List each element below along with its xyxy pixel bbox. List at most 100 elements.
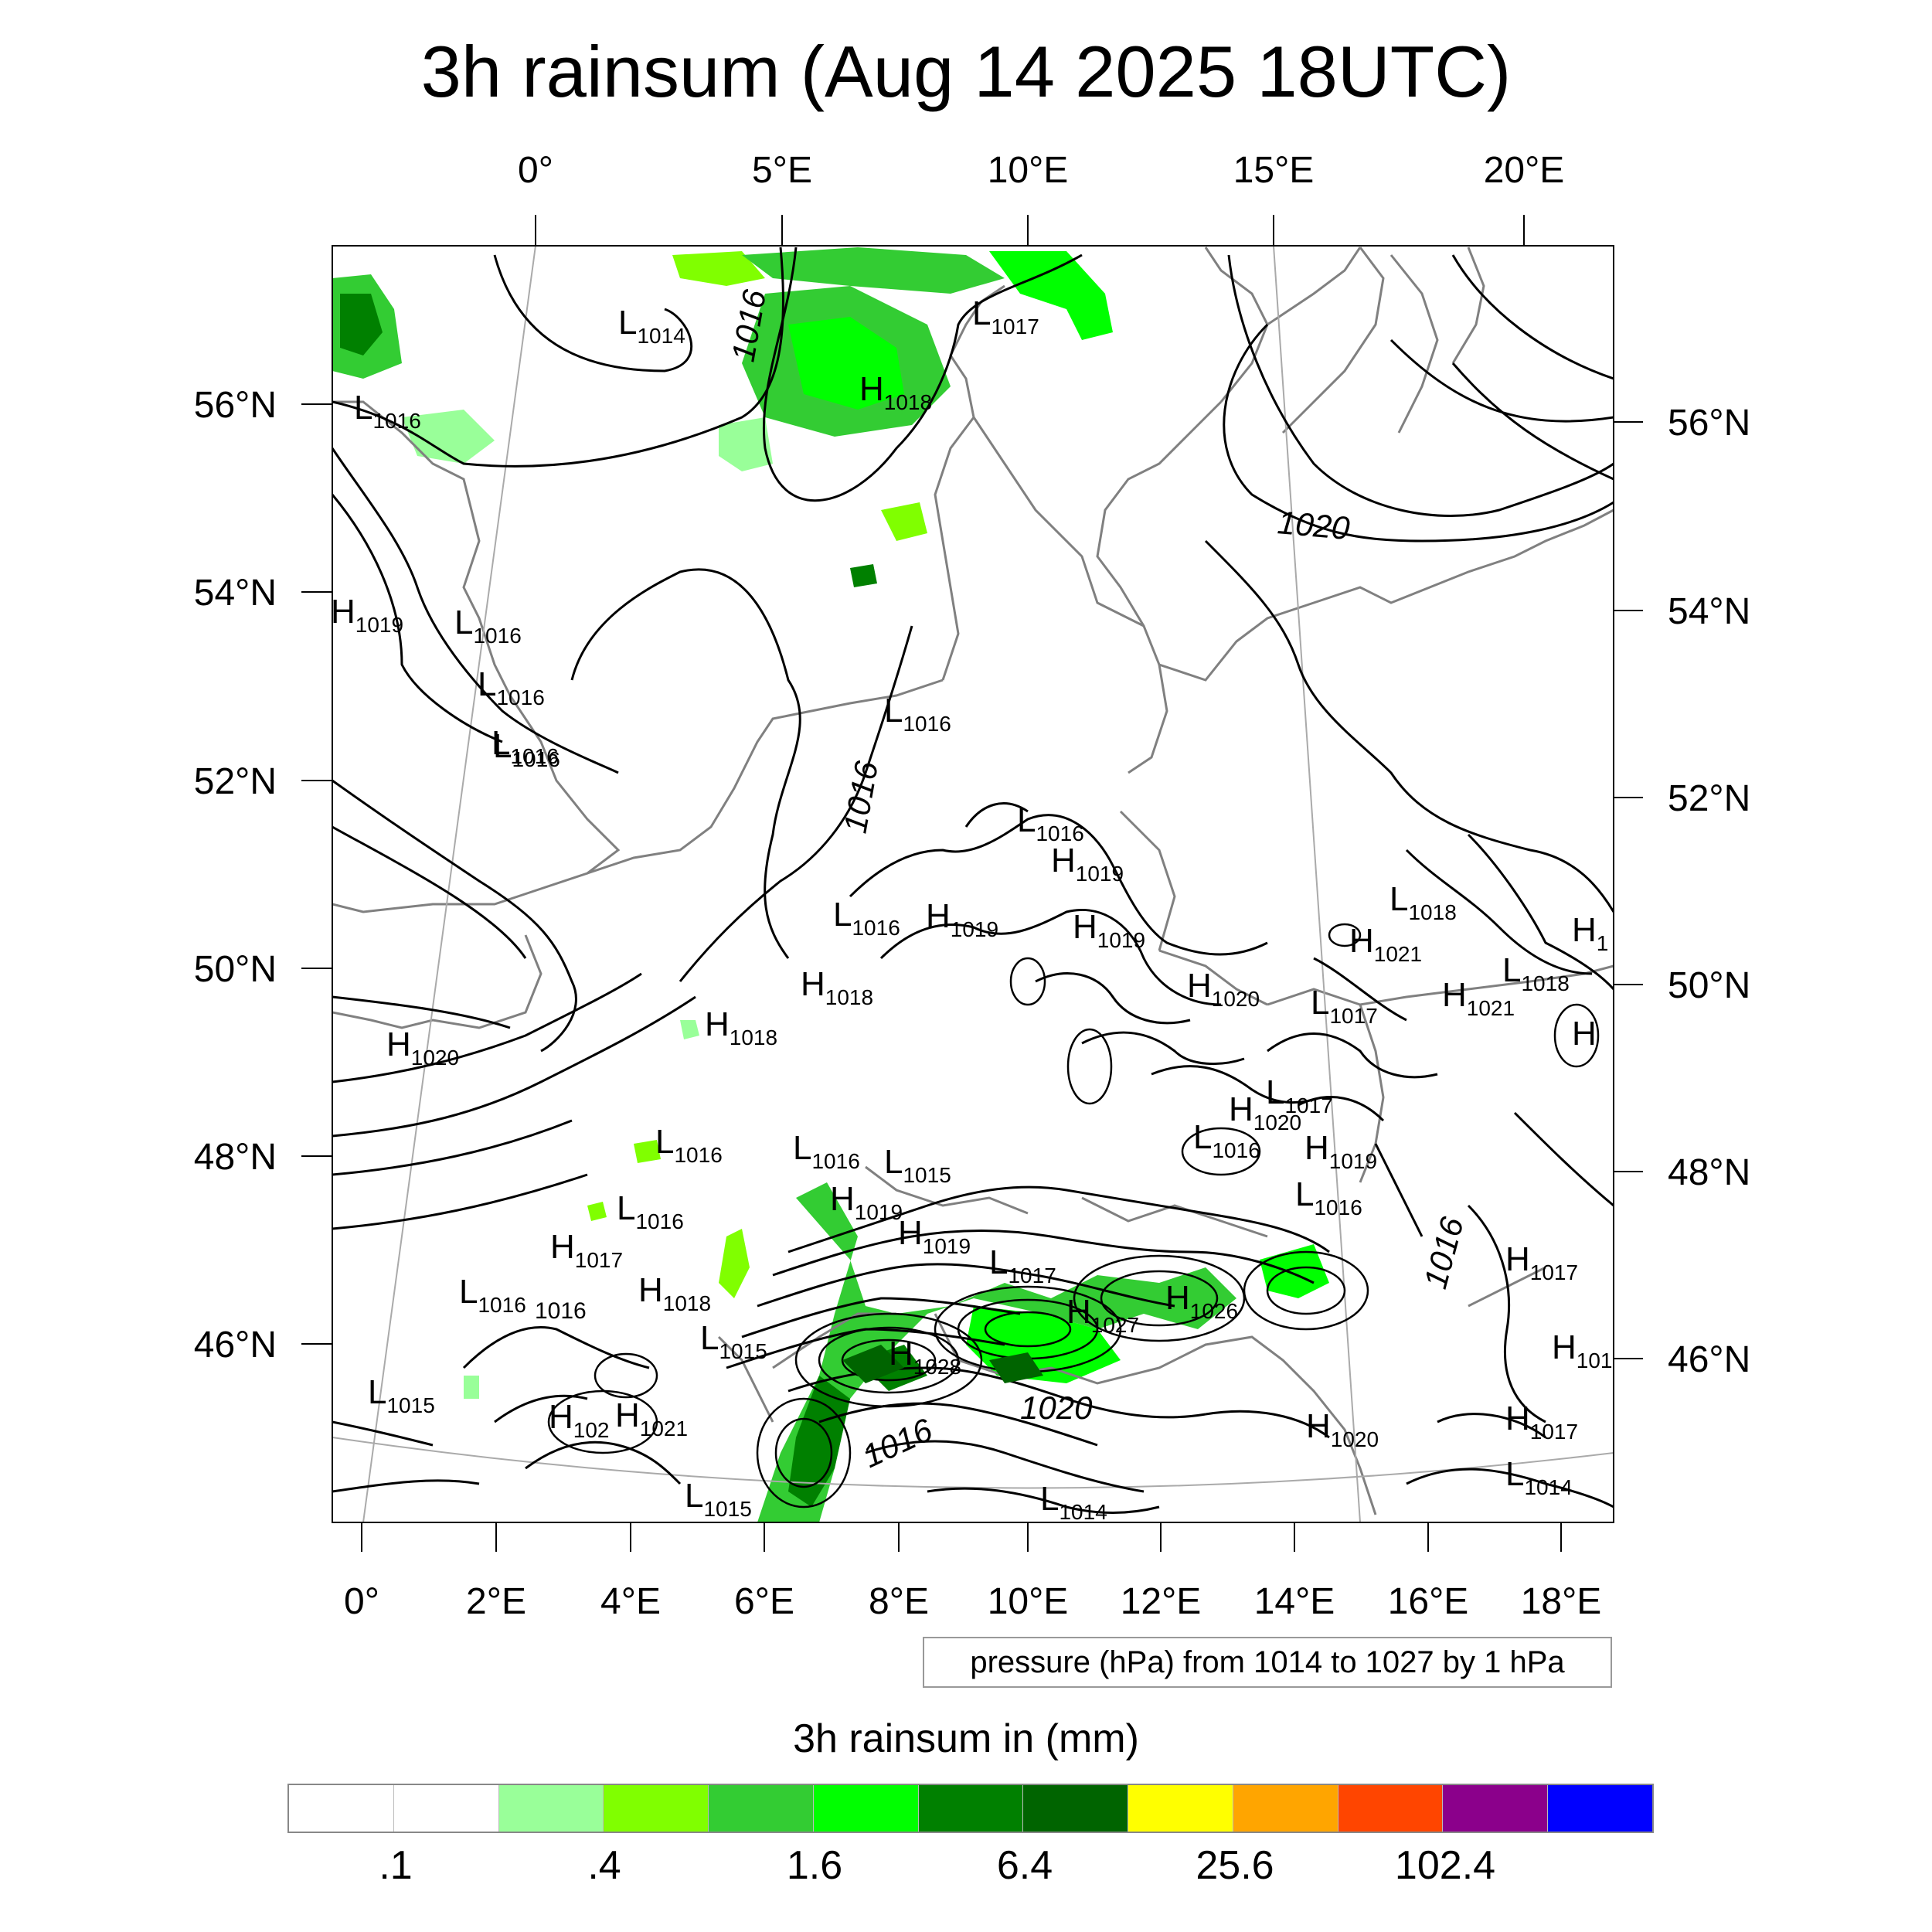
colorbar-tick-label: .1 xyxy=(379,1843,413,1888)
colorbar-tick-label: 102.4 xyxy=(1394,1843,1496,1888)
pressure-center-label: H1028 xyxy=(889,1335,961,1379)
pressure-center-label: H101 xyxy=(1552,1328,1613,1372)
right-lat-label: 56°N xyxy=(1668,403,1750,444)
pressure-center-label: H1021 xyxy=(1442,976,1515,1020)
isobars xyxy=(332,247,1614,1514)
colorbar-title: 3h rainsum in (mm) xyxy=(793,1716,1139,1761)
pressure-center-label: L1018 xyxy=(1502,951,1570,995)
axis-ticks xyxy=(301,215,1643,1552)
pressure-center-label: L1015 xyxy=(700,1319,767,1363)
plot-frame xyxy=(332,245,1614,1523)
pressure-center-label: H1019 xyxy=(1304,1129,1377,1173)
pressure-center-label: H1020 xyxy=(386,1026,459,1070)
bottom-lon-label: 14°E xyxy=(1254,1581,1335,1622)
left-lat-label: 56°N xyxy=(194,385,277,426)
pressure-center-label: H1018 xyxy=(705,1005,777,1049)
top-lon-label: 10°E xyxy=(988,150,1069,191)
pressure-center-label: H1019 xyxy=(830,1180,903,1224)
pressure-center-label: L1016 xyxy=(454,604,522,648)
colorbar-box xyxy=(393,1785,499,1832)
colorbar-tick-label: 1.6 xyxy=(786,1843,843,1888)
bottom-lon-label: 0° xyxy=(344,1581,379,1622)
pressure-center-label: L1015 xyxy=(685,1477,752,1521)
pressure-center-label: H1019 xyxy=(926,897,998,941)
pressure-center-label: H1019 xyxy=(1073,908,1145,952)
plot-area xyxy=(332,246,1614,1522)
left-lat-label: 48°N xyxy=(194,1137,277,1178)
colorbar-box xyxy=(1548,1785,1652,1832)
pressure-center-label: L1016 xyxy=(354,389,421,433)
pressure-center-label: H1020 xyxy=(1187,967,1260,1011)
pressure-center-label: H1019 xyxy=(1051,842,1124,886)
pressure-center-label: H1017 xyxy=(1505,1400,1578,1444)
pressure-center-label: H1018 xyxy=(859,370,932,414)
pressure-center-label: L1016 xyxy=(478,665,545,709)
bottom-lon-label: 6°E xyxy=(734,1581,794,1622)
pressure-center-label: H xyxy=(1572,1015,1597,1053)
colorbar-tick-label: .4 xyxy=(587,1843,621,1888)
left-lat-label: 46°N xyxy=(194,1325,277,1366)
pressure-center-label: L1016 xyxy=(833,896,900,940)
colorbar-box xyxy=(498,1785,604,1832)
colorbar-box xyxy=(918,1785,1024,1832)
pressure-center-label: H1021 xyxy=(615,1396,688,1440)
pressure-center-label: H1018 xyxy=(638,1271,711,1315)
pressure-center-label: H1027 xyxy=(1066,1293,1139,1337)
colorbar-box xyxy=(1443,1785,1549,1832)
colorbar-box xyxy=(1128,1785,1233,1832)
pressure-center-label: H1 xyxy=(1572,911,1608,955)
pressure-center-label: L1015 xyxy=(884,1143,951,1187)
pressure-center-label: L1016 xyxy=(492,724,559,768)
colorbar-box xyxy=(813,1785,919,1832)
pressure-center-label: H1018 xyxy=(801,965,873,1009)
pressure-center-label: L1016 xyxy=(459,1273,526,1317)
pressure-center-label: L1016 xyxy=(1295,1175,1362,1219)
pressure-center-label: H1017 xyxy=(1505,1240,1578,1284)
colorbar-box xyxy=(1233,1785,1338,1832)
pressure-center-label: L1016 xyxy=(1193,1118,1260,1162)
top-lon-label: 0° xyxy=(518,150,553,191)
contour-value-label: 1016 xyxy=(535,1298,587,1324)
map-title: 3h rainsum (Aug 14 2025 18UTC) xyxy=(420,31,1512,112)
pressure-center-label: H1019 xyxy=(331,593,403,637)
contour-value-label: 1020 xyxy=(1276,504,1352,546)
pressure-center-label: L1018 xyxy=(1389,880,1457,924)
left-lat-label: 50°N xyxy=(194,949,277,990)
top-lon-label: 15°E xyxy=(1233,150,1315,191)
pressure-center-label: L1016 xyxy=(493,727,560,771)
pressure-center-label: H1019 xyxy=(898,1214,971,1258)
colorbar xyxy=(287,1784,1654,1833)
colorbar-tick-label: 25.6 xyxy=(1196,1843,1274,1888)
left-lat-label: 54°N xyxy=(194,573,277,614)
pressure-center-label: H1020 xyxy=(1306,1407,1379,1451)
pressure-center-label: L1014 xyxy=(1505,1455,1573,1499)
top-lon-label: 5°E xyxy=(752,150,812,191)
bottom-lon-label: 4°E xyxy=(600,1581,661,1622)
pressure-center-label: L1015 xyxy=(368,1373,435,1417)
right-lat-label: 50°N xyxy=(1668,965,1750,1006)
bottom-lon-label: 2°E xyxy=(466,1581,526,1622)
left-lat-label: 52°N xyxy=(194,761,277,802)
pressure-center-label: L1016 xyxy=(655,1123,723,1167)
bottom-lon-label: 16°E xyxy=(1388,1581,1469,1622)
pressure-center-label: L1016 xyxy=(884,692,951,736)
bottom-lon-label: 18°E xyxy=(1521,1581,1602,1622)
pressure-center-label: L1017 xyxy=(989,1243,1056,1287)
pressure-center-label: H1020 xyxy=(1229,1090,1301,1134)
pressure-center-label: H1017 xyxy=(550,1228,623,1272)
pressure-center-label: L1017 xyxy=(972,294,1039,338)
colorbar-tick-label: 6.4 xyxy=(996,1843,1053,1888)
pressure-center-label: H1021 xyxy=(1349,922,1422,966)
right-lat-label: 52°N xyxy=(1668,778,1750,819)
pressure-center-label: L1017 xyxy=(1311,984,1378,1028)
pressure-center-label: L1014 xyxy=(618,304,685,348)
right-lat-label: 46°N xyxy=(1668,1339,1750,1380)
colorbar-box xyxy=(289,1785,394,1832)
right-lat-label: 48°N xyxy=(1668,1152,1750,1193)
pressure-info-box: pressure (hPa) from 1014 to 1027 by 1 hP… xyxy=(923,1637,1612,1688)
pressure-center-label: L1016 xyxy=(617,1189,684,1233)
colorbar-box xyxy=(1023,1785,1129,1832)
rain-core xyxy=(842,1345,1043,1383)
pressure-center-label: H102 xyxy=(549,1398,610,1442)
